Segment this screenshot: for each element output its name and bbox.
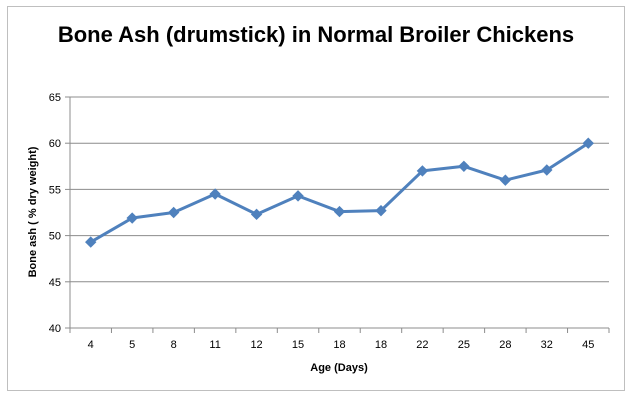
x-tick-label: 4 [88,339,94,351]
x-tick-label: 45 [582,339,594,351]
x-tick-label: 25 [458,339,470,351]
series-line-0 [89,141,590,244]
y-tick-label: 65 [49,92,61,104]
x-tick-label: 11 [209,339,220,351]
y-tick-label: 40 [49,323,61,335]
data-point-7 [375,204,387,217]
x-tick-label: 8 [171,339,177,351]
series [85,137,594,248]
data-point-0 [85,236,97,248]
chart-frame [7,6,625,391]
data-point-9 [458,160,470,173]
x-axis-title: Age (Days) [310,362,368,374]
gridlines [65,96,609,329]
data-point-10 [499,174,512,186]
y-axis-title: Bone ash ( % dry weight) [27,146,39,277]
x-tick-label: 15 [292,339,304,351]
data-point-1 [126,212,138,224]
y-tick-label: 60 [49,138,61,150]
data-point-6 [333,205,346,218]
y-tick-label: 45 [49,277,61,289]
x-tick-label: 5 [129,339,135,351]
data-point-12 [582,137,594,149]
y-tick-label: 55 [49,184,61,196]
y-tick-label: 50 [49,231,61,243]
x-tick-label: 18 [375,339,387,351]
x-tick-label: 32 [541,339,553,351]
data-point-3 [209,188,221,200]
y-tick-labels: 40 45 50 55 60 65 [49,92,61,335]
data-point-8 [416,165,429,177]
x-tick-label: 12 [250,339,262,351]
x-tick-labels: 4 5 8 11 12 15 18 18 22 25 28 32 45 [88,339,595,351]
x-tick-label: 28 [499,339,511,351]
axes [69,97,610,333]
x-tick-label: 18 [333,339,345,351]
x-tick-label: 22 [416,339,428,351]
data-point-5 [292,190,304,202]
data-point-11 [541,164,553,176]
chart-title: Bone Ash (drumstick) in Normal Broiler C… [57,22,575,47]
data-point-4 [250,208,263,221]
data-point-2 [167,206,180,219]
